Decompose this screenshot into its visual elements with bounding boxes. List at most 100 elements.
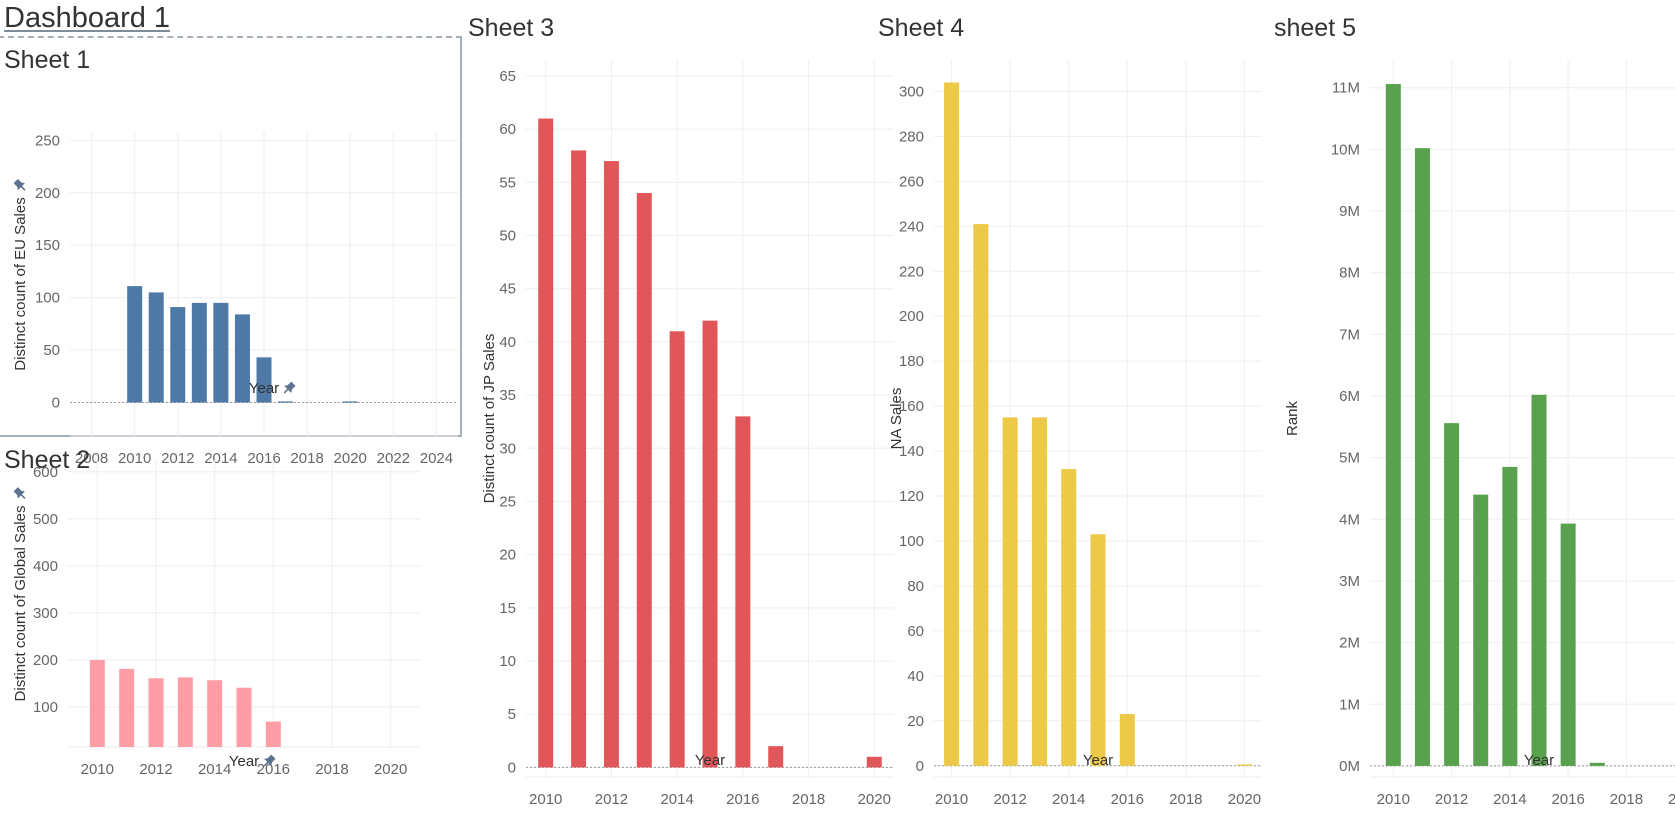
dashboard-title: Dashboard 1 xyxy=(4,2,171,34)
bars xyxy=(127,286,358,403)
x-tick-label: 2010 xyxy=(1377,791,1410,808)
bars xyxy=(89,659,281,747)
bar-2015[interactable] xyxy=(702,320,718,768)
x-axis: 2010 2012 2014 2016 2018 2020 xyxy=(529,791,891,808)
y-tick-label: 200 xyxy=(899,308,924,325)
y-tick-label: 7M xyxy=(1339,326,1360,343)
y-tick-label: 11M xyxy=(1332,80,1360,97)
bar-2015[interactable] xyxy=(1531,394,1547,766)
y-tick-label: 6M xyxy=(1339,388,1360,405)
bar-2013[interactable] xyxy=(191,302,207,403)
sheet-3[interactable]: Sheet 3 0 5 10 15 20 25 30 35 40 45 50 55 60 65 2010 20… xyxy=(464,0,894,838)
y-tick-label: 240 xyxy=(899,218,924,235)
y-tick-label: 5 xyxy=(508,706,516,723)
bar-2013[interactable] xyxy=(177,677,193,747)
bar-2010[interactable] xyxy=(944,82,960,766)
y-tick-label: 45 xyxy=(499,281,516,298)
y-tick-label: 0 xyxy=(916,758,924,775)
x-tick-label: 2012 xyxy=(595,791,628,808)
bar-2015[interactable] xyxy=(236,687,252,747)
bar-2013[interactable] xyxy=(636,192,652,768)
y-tick-label: 280 xyxy=(899,128,924,145)
bar-2011[interactable] xyxy=(119,668,135,747)
bar-2012[interactable] xyxy=(1444,423,1460,766)
pin-icon[interactable] xyxy=(281,380,297,396)
bar-2014[interactable] xyxy=(1502,466,1518,766)
y-tick-label: 300 xyxy=(899,83,924,100)
bar-2011[interactable] xyxy=(973,224,989,766)
bar-2015[interactable] xyxy=(1090,534,1106,766)
sheet-2[interactable]: Sheet 2 100 200 300 400 500 600 2010 2012 2014 20… xyxy=(0,438,462,838)
sheet-4[interactable]: Sheet 4 0 20 40 60 80 100 120 140 160 180 200 220 24… xyxy=(874,0,1268,838)
y-tick-label: 100 xyxy=(33,699,58,716)
y-tick-label: 50 xyxy=(43,342,60,359)
x-tick-label: 2024 xyxy=(420,450,453,467)
x-tick-label: 2010 xyxy=(81,761,114,778)
bar-2016[interactable] xyxy=(1119,714,1135,766)
x-axis-title: Year xyxy=(1524,752,1554,769)
bar-2015[interactable] xyxy=(234,314,250,403)
y-tick-label: 4M xyxy=(1339,511,1360,528)
x-axis: 2010 2012 2014 2016 2018 2020 xyxy=(1377,791,1675,808)
bar-2020[interactable] xyxy=(342,401,358,403)
bar-2012[interactable] xyxy=(148,678,164,747)
bar-2012[interactable] xyxy=(170,307,186,403)
bar-2013[interactable] xyxy=(1031,417,1047,766)
y-tick-label: 120 xyxy=(899,488,924,505)
y-axis-title: Distinct count of Global Sales xyxy=(12,506,29,702)
y-tick-label: 60 xyxy=(907,623,924,640)
bar-2011[interactable] xyxy=(1414,148,1430,766)
bar-2017[interactable] xyxy=(278,401,294,403)
x-tick-label: 2020 xyxy=(1228,791,1261,808)
bar-2014[interactable] xyxy=(207,680,223,747)
bar-2010[interactable] xyxy=(538,118,554,768)
y-axis: 0 50 100 150 200 250 xyxy=(35,132,60,411)
y-tick-label: 220 xyxy=(899,263,924,280)
y-tick-label: 55 xyxy=(499,174,516,191)
sheet-title: Sheet 4 xyxy=(878,14,965,42)
x-tick-label: 2016 xyxy=(247,450,280,467)
sheet-1[interactable]: Sheet 1 0 50 100 150 200 250 2008 2010 2012 2014 2… xyxy=(0,36,462,467)
sheet-title: sheet 5 xyxy=(1274,14,1357,42)
x-tick-label: 2020 xyxy=(1668,791,1675,808)
x-tick-label: 2020 xyxy=(374,761,407,778)
bar-2010[interactable] xyxy=(1385,84,1401,766)
y-tick-label: 0 xyxy=(52,394,60,411)
x-axis-title: Year xyxy=(229,753,259,770)
bar-2016[interactable] xyxy=(1560,523,1576,766)
bar-2020[interactable] xyxy=(1236,764,1252,766)
pin-icon[interactable] xyxy=(261,753,277,769)
bar-2016[interactable] xyxy=(256,357,272,403)
bar-2012[interactable] xyxy=(1002,417,1018,766)
bar-2010[interactable] xyxy=(127,286,143,403)
bar-2020[interactable] xyxy=(866,756,882,768)
pin-icon[interactable] xyxy=(12,178,28,194)
bar-2017[interactable] xyxy=(768,746,784,768)
bar-2014[interactable] xyxy=(669,331,685,768)
y-tick-label: 500 xyxy=(33,511,58,528)
y-tick-label: 50 xyxy=(499,228,516,245)
y-tick-label: 8M xyxy=(1339,265,1360,282)
bar-2017[interactable] xyxy=(1589,762,1605,766)
sheet-title: Sheet 3 xyxy=(468,14,555,42)
bar-2013[interactable] xyxy=(1473,494,1489,766)
bar-2011[interactable] xyxy=(571,150,587,768)
x-tick-label: 2014 xyxy=(204,450,237,467)
bar-2014[interactable] xyxy=(1061,469,1077,766)
bar-2016[interactable] xyxy=(735,416,751,768)
bar-2010[interactable] xyxy=(89,659,105,747)
chart-svg: 0 20 40 60 80 100 120 140 160 180 200 220 240 260 280 3… xyxy=(888,60,1262,808)
bar-2016[interactable] xyxy=(265,721,281,747)
x-tick-label: 2014 xyxy=(1493,791,1526,808)
bar-2014[interactable] xyxy=(213,302,229,403)
y-tick-label: 40 xyxy=(907,668,924,685)
y-axis-title: NA Sales xyxy=(888,388,905,450)
pin-icon[interactable] xyxy=(12,486,28,502)
bar-2012[interactable] xyxy=(603,161,619,768)
y-tick-label: 200 xyxy=(35,185,60,202)
bar-2011[interactable] xyxy=(148,292,164,403)
sheet-5[interactable]: sheet 5 0M 1M 2M 3M 4M 5M 6M 7M 8M 9M 10M 11M 2010 20… xyxy=(1270,0,1675,838)
